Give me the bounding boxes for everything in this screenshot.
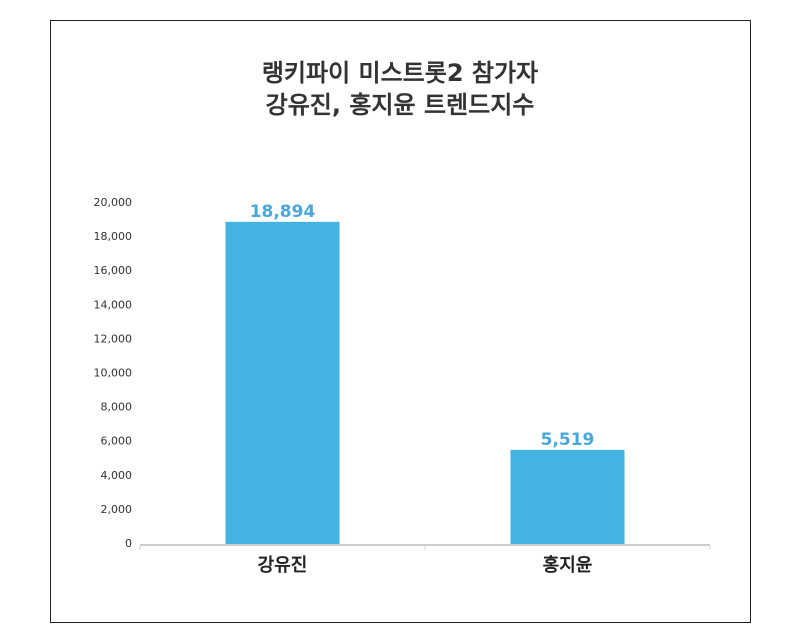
x-axis bbox=[139, 544, 711, 550]
y-axis: 0 2,000 4,000 6,000 8,000 10,000 12,000 14,000 1… bbox=[94, 196, 133, 550]
x-tick-labels: 강유진 홍지윤 bbox=[258, 554, 593, 576]
y-tick-label: 14,000 bbox=[94, 298, 133, 311]
y-tick-label: 20,000 bbox=[94, 196, 133, 209]
data-labels: 18,894 5,519 bbox=[250, 202, 595, 450]
chart-title: 랭키파이 미스트롯2 참가자 강유진, 홍지윤 트렌드지수 bbox=[262, 59, 538, 119]
data-label: 5,519 bbox=[541, 430, 595, 450]
y-tick-label: 2,000 bbox=[101, 503, 133, 516]
chart-title-line-1: 랭키파이 미스트롯2 참가자 bbox=[262, 59, 538, 87]
y-tick-label: 8,000 bbox=[101, 401, 133, 414]
bar bbox=[510, 449, 625, 544]
y-tick-label: 4,000 bbox=[101, 469, 133, 482]
x-tick-label: 홍지윤 bbox=[543, 554, 593, 576]
y-tick-label: 12,000 bbox=[94, 332, 133, 345]
bar bbox=[225, 221, 340, 544]
data-label: 18,894 bbox=[250, 202, 316, 222]
y-tick-label: 10,000 bbox=[94, 367, 133, 380]
chart-frame bbox=[50, 20, 751, 623]
chart-title-line-2: 강유진, 홍지윤 트렌드지수 bbox=[266, 91, 535, 119]
y-tick-label: 18,000 bbox=[94, 230, 133, 243]
y-tick-label: 0 bbox=[125, 537, 132, 550]
bar-series bbox=[225, 221, 625, 544]
y-tick-label: 6,000 bbox=[101, 435, 133, 448]
y-tick-label: 16,000 bbox=[94, 264, 133, 277]
x-tick-label: 강유진 bbox=[258, 555, 308, 576]
